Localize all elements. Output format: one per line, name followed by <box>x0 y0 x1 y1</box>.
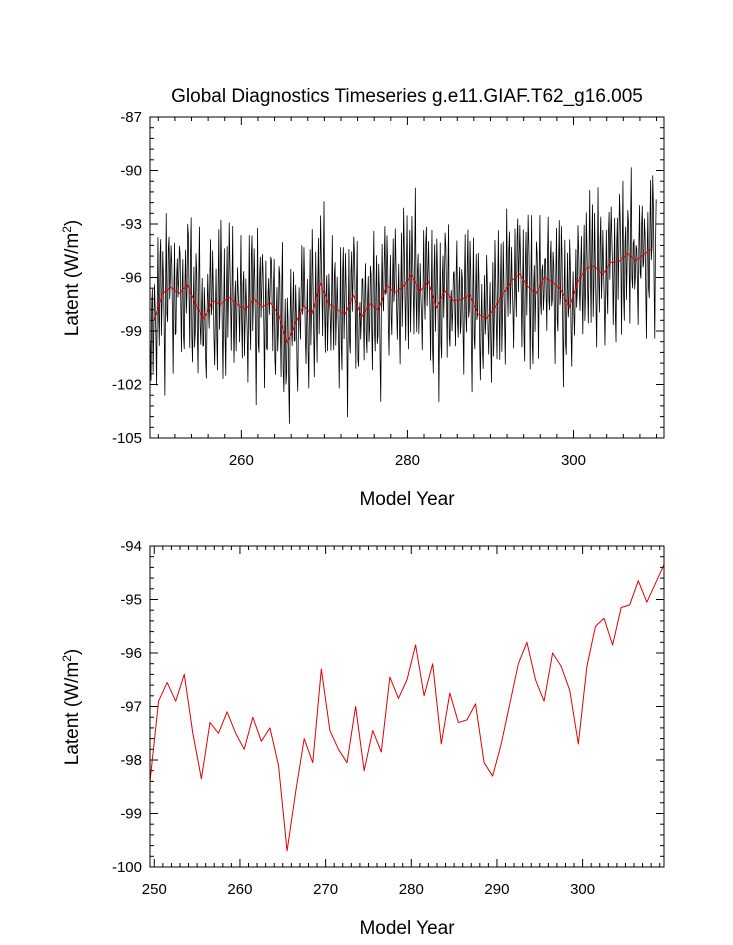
y-tick-label: -95 <box>120 592 142 609</box>
x-tick-label: 300 <box>561 452 586 469</box>
top-y-axis-label-main: Latent (W/m <box>62 233 83 336</box>
bottom-y-axis-label-main: Latent (W/m <box>62 662 83 765</box>
bottom-y-axis-label-superscript: 2 <box>60 655 74 662</box>
top-plot-frame <box>149 116 665 439</box>
chart-title: Global Diagnostics Timeseries g.e11.GIAF… <box>171 86 643 107</box>
y-tick-label: -96 <box>120 645 142 662</box>
x-tick-label: 280 <box>399 881 424 898</box>
x-tick-label: 260 <box>229 452 254 469</box>
bottom-y-tick-labels: -100 -99 -98 -97 -96 -95 -94 <box>112 538 142 876</box>
x-tick-label: 300 <box>570 881 595 898</box>
annual-series-line <box>153 247 653 344</box>
top-chart-panel: Global Diagnostics Timeseries g.e11.GIAF… <box>60 86 665 510</box>
annual-series-line <box>149 564 665 852</box>
y-tick-label: -97 <box>120 699 142 716</box>
x-tick-label: 280 <box>395 452 420 469</box>
x-tick-label: 260 <box>227 881 252 898</box>
bottom-x-tick-labels: 250 260 270 280 290 300 <box>142 881 595 898</box>
x-tick-label: 270 <box>313 881 338 898</box>
bottom-x-axis-label: Model Year <box>359 918 455 939</box>
bottom-ticks <box>150 545 664 868</box>
x-tick-label: 290 <box>484 881 509 898</box>
y-tick-label: -90 <box>120 163 142 180</box>
bottom-chart-panel: -100 -99 -98 -97 -96 -95 -94 250 260 270 280 290 30… <box>60 538 665 939</box>
y-tick-label: -93 <box>120 216 142 233</box>
bottom-series <box>149 564 665 852</box>
top-y-axis-label-close: ) <box>62 220 83 226</box>
y-tick-label: -87 <box>120 109 142 126</box>
y-tick-label: -99 <box>120 806 142 823</box>
bottom-y-axis-label-close: ) <box>62 649 83 655</box>
y-tick-label: -96 <box>120 270 142 287</box>
top-y-tick-labels: -105 -102 -99 -96 -93 -90 -87 <box>112 109 142 447</box>
top-x-axis-label: Model Year <box>359 489 455 510</box>
monthly-series-line <box>149 167 657 424</box>
y-tick-label: -105 <box>112 430 142 447</box>
y-tick-label: -102 <box>112 377 142 394</box>
top-y-axis-label-superscript: 2 <box>60 226 74 233</box>
y-tick-label: -98 <box>120 752 142 769</box>
top-series <box>149 167 657 424</box>
y-tick-label: -99 <box>120 323 142 340</box>
top-y-axis-label: Latent (W/m2) <box>60 220 83 337</box>
bottom-plot-frame <box>149 545 665 868</box>
bottom-y-axis-label: Latent (W/m2) <box>60 649 83 766</box>
y-tick-label: -94 <box>120 538 142 555</box>
y-tick-label: -100 <box>112 859 142 876</box>
top-x-tick-labels: 260 280 300 <box>229 452 586 469</box>
x-tick-label: 250 <box>142 881 167 898</box>
